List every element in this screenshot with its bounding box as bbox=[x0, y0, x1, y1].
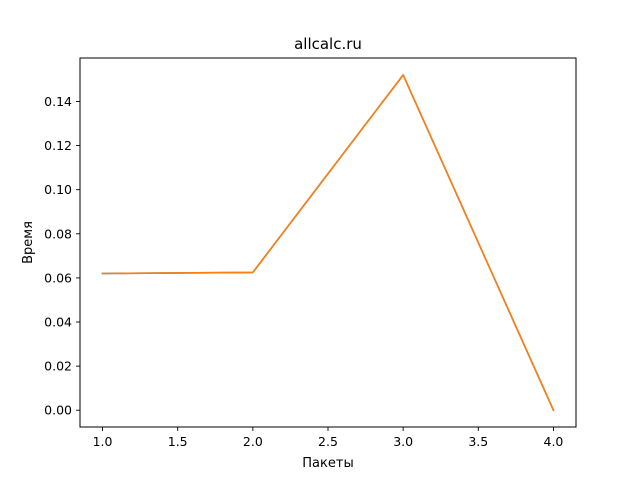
x-tick-label: 2.5 bbox=[318, 434, 338, 449]
y-tick-label: 0.04 bbox=[44, 315, 72, 330]
x-tick-label: 3.5 bbox=[468, 434, 488, 449]
y-axis-label: Время bbox=[21, 221, 36, 264]
chart-title: allcalc.ru bbox=[294, 35, 362, 53]
series-line-2 bbox=[101, 74, 555, 412]
y-tick-label: 0.06 bbox=[44, 270, 72, 285]
x-tick-label: 4.0 bbox=[544, 434, 564, 449]
y-tick-label: 0.12 bbox=[44, 138, 72, 153]
y-tick-label: 0.02 bbox=[44, 359, 72, 374]
y-tick-label: 0.00 bbox=[44, 403, 72, 418]
x-tick-label: 2.0 bbox=[243, 434, 263, 449]
y-tick-label: 0.10 bbox=[44, 182, 72, 197]
series-layer bbox=[101, 74, 555, 412]
x-tick-label: 3.0 bbox=[393, 434, 413, 449]
x-tick-label: 1.5 bbox=[168, 434, 188, 449]
x-axis-label: Пакеты bbox=[302, 456, 353, 471]
y-tick-label: 0.14 bbox=[44, 94, 72, 109]
y-axis: 0.00 0.02 0.04 0.06 0.08 0.10 0.12 0.14 bbox=[44, 94, 80, 418]
x-tick-label: 1.0 bbox=[93, 434, 113, 449]
y-tick-label: 0.08 bbox=[44, 226, 72, 241]
x-axis: 1.0 1.5 2.0 2.5 3.0 3.5 4.0 bbox=[93, 427, 564, 449]
